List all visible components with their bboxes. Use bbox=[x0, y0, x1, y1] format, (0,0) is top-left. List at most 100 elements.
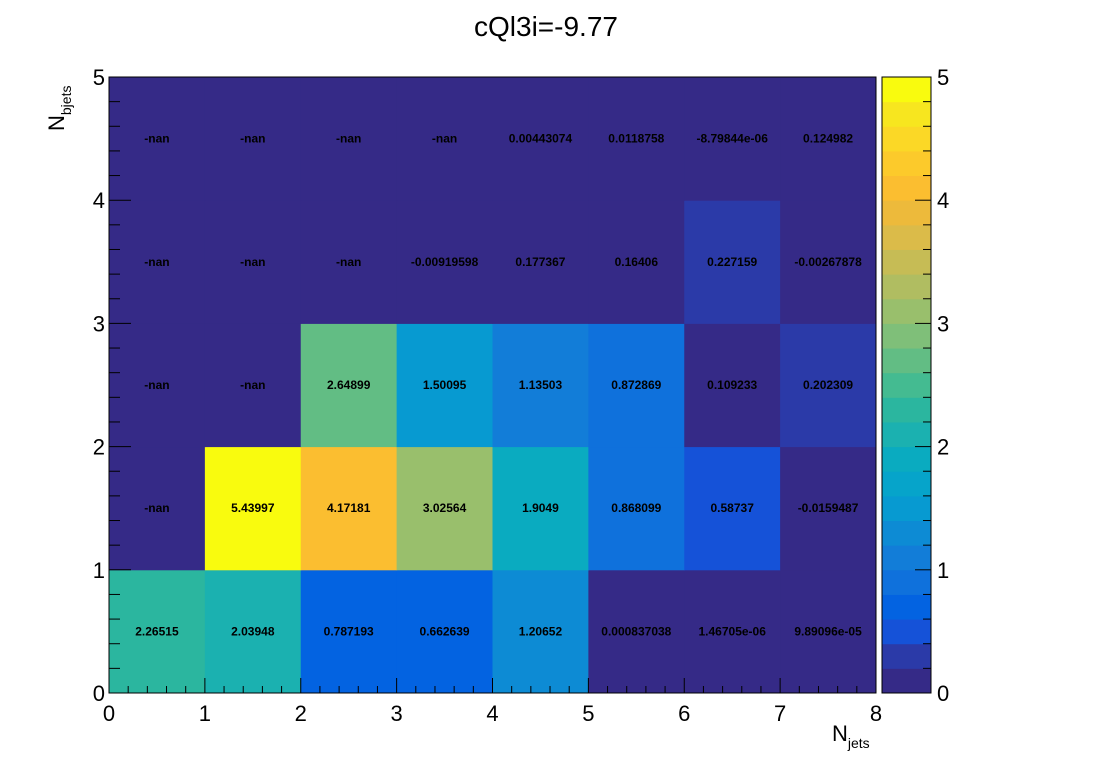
x-axis-label: Njets bbox=[832, 721, 870, 751]
chart-title: cQl3i=-9.77 bbox=[474, 11, 618, 42]
x-tick-label: 0 bbox=[103, 701, 115, 726]
cell-value-label: 0.16406 bbox=[615, 255, 659, 269]
heatmap-cell bbox=[204, 77, 302, 201]
heatmap-cell bbox=[396, 323, 493, 448]
heatmap-cell bbox=[396, 446, 493, 571]
heatmap-cell bbox=[204, 200, 302, 324]
cell-value-label: -nan bbox=[240, 132, 265, 146]
heatmap-cell bbox=[588, 200, 685, 324]
cell-value-label: 0.58737 bbox=[710, 501, 754, 515]
cell-value-label: -nan bbox=[144, 255, 169, 269]
x-axis: 0 1 2 3 4 5 6 7 8 bbox=[103, 678, 882, 726]
y-axis-label-sub: bjets bbox=[58, 86, 74, 116]
heatmap-cell bbox=[204, 569, 302, 694]
heatmap-cell bbox=[300, 323, 398, 448]
colorbar-segment bbox=[882, 421, 931, 448]
colorbar-segment bbox=[882, 175, 931, 201]
colorbar-segment bbox=[882, 200, 931, 226]
cell-value-label: 1.13503 bbox=[519, 378, 563, 392]
cell-value-label: 1.20652 bbox=[519, 624, 563, 638]
x-tick-label: 6 bbox=[678, 701, 690, 726]
heatmap-cell bbox=[492, 323, 589, 448]
heatmap-cell bbox=[588, 323, 685, 448]
heatmap-cell bbox=[396, 77, 493, 201]
colorbar-segment bbox=[882, 150, 931, 177]
colorbar-segment bbox=[882, 668, 931, 694]
y-axis: 0 1 2 3 4 5 bbox=[93, 65, 131, 706]
colorbar-segment bbox=[882, 397, 931, 423]
cell-value-label: 1.9049 bbox=[522, 501, 559, 515]
x-tick-label: 8 bbox=[870, 701, 882, 726]
y-tick-label: 4 bbox=[93, 188, 105, 213]
cell-value-label: 9.89096e-05 bbox=[794, 624, 862, 638]
heatmap-cell-labels: 2.26515 2.03948 0.787193 0.662639 1.20652 0.0… bbox=[135, 132, 862, 639]
colorbar-segment bbox=[882, 77, 931, 103]
y-tick-label: 2 bbox=[93, 435, 105, 460]
heatmap-cell bbox=[588, 446, 685, 571]
heatmap-cell bbox=[684, 323, 781, 448]
colorbar-segment bbox=[882, 471, 931, 497]
x-tick-label: 3 bbox=[391, 701, 403, 726]
y-axis-label-main: N bbox=[44, 115, 69, 131]
colorbar-segment bbox=[882, 249, 931, 275]
cell-value-label: 1.46705e-06 bbox=[698, 624, 766, 638]
heatmap-cell bbox=[109, 323, 206, 448]
heatmap-cell bbox=[492, 569, 589, 694]
heatmap-cell bbox=[396, 569, 493, 694]
heatmap-cell bbox=[780, 323, 877, 448]
cell-value-label: -nan bbox=[144, 132, 169, 146]
heatmap-cell bbox=[109, 200, 206, 324]
x-tick-label: 4 bbox=[486, 701, 498, 726]
cell-value-label: 2.64899 bbox=[327, 378, 371, 392]
heatmap-cell bbox=[204, 323, 302, 448]
cell-value-label: -8.79844e-06 bbox=[696, 132, 768, 146]
x-tick-label: 1 bbox=[199, 701, 211, 726]
cell-value-label: 0.000837038 bbox=[601, 624, 671, 638]
colorbar-segment bbox=[882, 101, 931, 127]
heatmap-cell bbox=[300, 200, 398, 324]
cell-value-label: 2.03948 bbox=[231, 624, 275, 638]
heatmap-cell bbox=[684, 200, 781, 324]
colorbar-segment bbox=[882, 348, 931, 374]
y-tick-label: 0 bbox=[93, 681, 105, 706]
y-axis-label: Nbjets bbox=[44, 86, 74, 131]
colorbar-tick-label: 5 bbox=[937, 65, 949, 90]
cell-value-label: 0.0118758 bbox=[608, 132, 664, 146]
cell-value-label: -0.00919598 bbox=[411, 255, 479, 269]
cell-value-label: -nan bbox=[240, 378, 265, 392]
x-tick-label: 7 bbox=[774, 701, 786, 726]
heatmap-cell bbox=[684, 77, 781, 201]
heatmap-cell bbox=[109, 446, 206, 571]
heatmap-cell bbox=[780, 200, 877, 324]
colorbar-segment bbox=[882, 594, 931, 620]
heatmap-cell bbox=[780, 446, 877, 571]
heatmap-cell bbox=[684, 569, 781, 694]
colorbar-segment bbox=[882, 446, 931, 472]
cell-value-label: 3.02564 bbox=[423, 501, 467, 515]
heatmap-cells bbox=[109, 77, 877, 694]
y-tick-label: 5 bbox=[93, 65, 105, 90]
cell-value-label: -0.00267878 bbox=[794, 255, 862, 269]
colorbar-frame bbox=[881, 76, 932, 694]
colorbar-segment bbox=[882, 643, 931, 669]
cell-value-label: 0.872869 bbox=[611, 378, 661, 392]
cell-value-label: 2.26515 bbox=[135, 624, 179, 638]
colorbar-tick-label: 1 bbox=[937, 558, 949, 583]
heatmap-cell bbox=[109, 77, 206, 201]
cell-value-label: -nan bbox=[336, 132, 361, 146]
y-tick-label: 1 bbox=[93, 558, 105, 583]
cell-value-label: 0.177367 bbox=[515, 255, 565, 269]
cell-value-label: -nan bbox=[336, 255, 361, 269]
cell-value-label: 0.787193 bbox=[324, 624, 374, 638]
colorbar-segment bbox=[882, 323, 931, 349]
heatmap-cell bbox=[492, 446, 589, 571]
cell-value-label: 5.43997 bbox=[231, 501, 275, 515]
x-tick-label: 2 bbox=[295, 701, 307, 726]
colorbar-segment bbox=[882, 619, 931, 645]
x-axis-label-sub: jets bbox=[847, 735, 870, 751]
colorbar-tick-label: 3 bbox=[937, 311, 949, 336]
colorbar-tick-label: 2 bbox=[937, 435, 949, 460]
heatmap-cell bbox=[300, 446, 398, 571]
colorbar: 0 1 2 3 4 5 bbox=[881, 65, 949, 706]
heatmap-cell bbox=[300, 569, 398, 694]
